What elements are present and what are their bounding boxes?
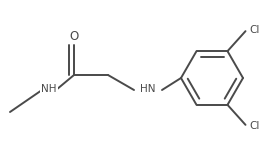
Text: Cl: Cl <box>249 121 260 131</box>
Text: Cl: Cl <box>249 25 260 35</box>
Text: HN: HN <box>140 84 156 94</box>
Text: NH: NH <box>41 84 57 94</box>
Text: O: O <box>69 29 79 42</box>
